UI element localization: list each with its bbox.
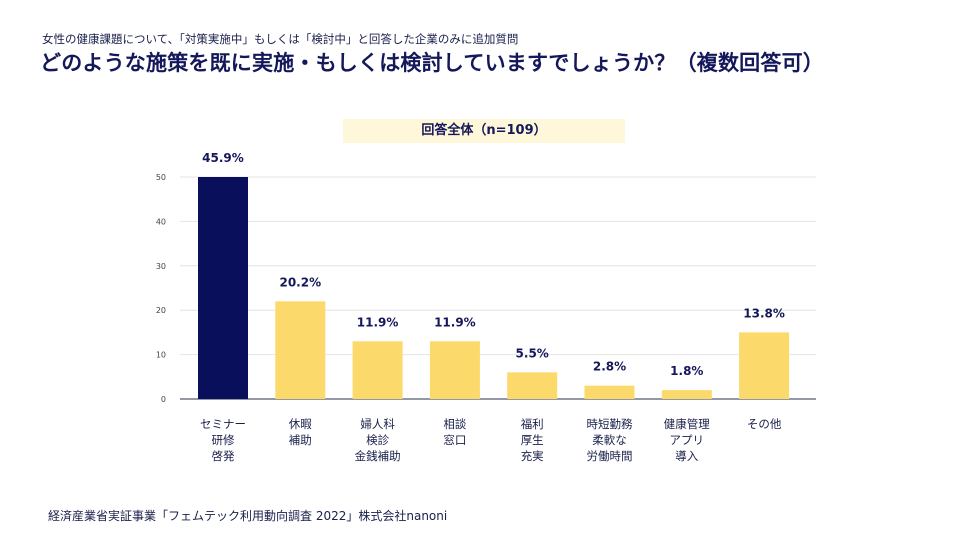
x-tick-label: 充実 — [521, 449, 544, 463]
x-tick-label: 導入 — [675, 449, 698, 463]
data-label: 20.2% — [279, 275, 321, 289]
y-tick-label: 20 — [156, 306, 166, 315]
x-tick-label: 労働時間 — [587, 449, 633, 463]
x-tick-label: 啓発 — [212, 449, 235, 463]
y-tick-label: 50 — [156, 173, 166, 182]
bar — [507, 372, 557, 399]
x-tick-label: 金銭補助 — [355, 449, 401, 463]
bar — [585, 386, 635, 399]
data-label: 5.5% — [516, 346, 549, 360]
x-tick-label: 健康管理 — [664, 417, 710, 431]
bar-chart: 0 10 20 30 40 50 45.9% セミナー研修啓発 20.2% 休暇補助 11.9% 婦人… — [0, 0, 960, 540]
x-tick-label: 補助 — [289, 433, 312, 447]
data-label: 11.9% — [357, 315, 399, 329]
x-tick-label: その他 — [747, 417, 782, 431]
x-tick-label: アプリ — [670, 433, 705, 447]
x-tick-label: 福利 — [521, 417, 544, 431]
bar — [198, 177, 248, 399]
data-label: 45.9% — [202, 151, 244, 165]
y-tick-label: 30 — [156, 262, 166, 271]
data-label: 2.8% — [593, 360, 626, 374]
x-tick-label: 婦人科 — [360, 417, 395, 431]
y-tick-label: 40 — [156, 217, 166, 226]
y-tick-label: 10 — [156, 351, 166, 360]
x-tick-label: 時短勤務 — [587, 417, 633, 431]
x-tick-label: 検診 — [366, 433, 389, 447]
x-tick-label: 休暇 — [289, 417, 312, 431]
bar — [275, 301, 325, 399]
x-tick-label: 相談 — [443, 417, 466, 431]
y-tick-label: 0 — [161, 395, 166, 404]
bar — [430, 341, 480, 399]
x-tick-label: セミナー — [200, 417, 246, 431]
data-label: 11.9% — [434, 315, 476, 329]
data-label: 1.8% — [670, 364, 703, 378]
x-tick-label: 柔軟な — [592, 433, 627, 447]
bar — [662, 390, 712, 399]
x-tick-label: 厚生 — [521, 433, 544, 447]
source-note: 経済産業省実証事業「フェムテック利用動向調査 2022」株式会社nanoni — [48, 507, 447, 524]
x-tick-label: 研修 — [212, 433, 235, 447]
x-tick-label: 窓口 — [443, 433, 466, 447]
data-label: 13.8% — [743, 306, 785, 320]
bar — [353, 341, 403, 399]
bar — [739, 332, 789, 399]
